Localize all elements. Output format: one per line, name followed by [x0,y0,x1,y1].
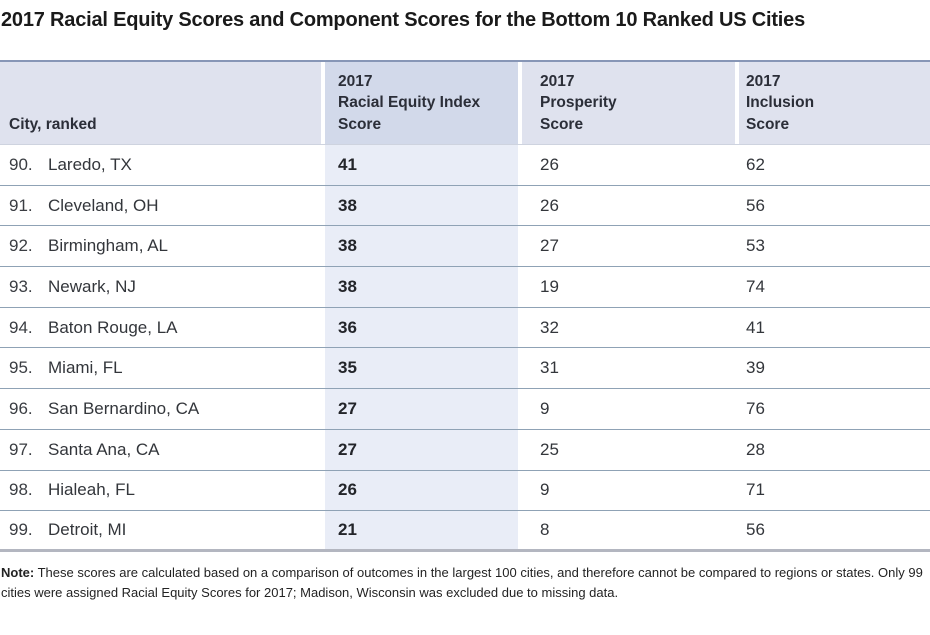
city-name: Detroit, MI [48,520,127,540]
footnote: Note: These scores are calculated based … [0,563,930,603]
city-name: Cleveland, OH [48,195,159,215]
table-row: 91. Cleveland, OH 38 26 56 [0,185,930,227]
city-name: Birmingham, AL [48,236,168,256]
prosperity-score-cell: 9 [518,389,735,429]
city-cell: 95. Miami, FL [0,348,321,388]
rank-value: 99. [9,520,33,540]
inclusion-score-cell: 28 [735,429,930,470]
figure: 2017 Racial Equity Scores and Component … [0,9,930,603]
city-name: San Bernardino, CA [48,398,200,418]
footnote-label: Note: [1,564,35,580]
prosperity-score-cell: 25 [518,429,735,470]
table-row: 96. San Bernardino, CA 27 9 76 [0,389,930,430]
city-cell: 99. Detroit, MI [0,511,321,549]
rank-value: 92. [9,236,33,256]
inclusion-score-cell: 56 [735,511,930,549]
table-row: 92. Birmingham, AL 38 27 53 [0,226,930,268]
city-name: Laredo, TX [48,154,132,174]
equity-scores-table: City, ranked 2017 Racial Equity Index Sc… [0,60,930,552]
rank-value: 96. [9,398,33,418]
rank-value: 91. [9,195,33,215]
city-name: Baton Rouge, LA [48,317,178,337]
inclusion-score-cell: 56 [735,185,930,226]
index-score-cell: 41 [321,145,518,185]
column-header-racial-equity-index: 2017 Racial Equity Index Score [321,62,518,144]
city-cell: 92. Birmingham, AL [0,226,321,266]
column-header-prosperity: 2017 Prosperity Score [518,62,735,144]
table-row: 90. Laredo, TX 41 26 62 [0,145,930,186]
index-score-cell: 35 [321,348,518,389]
prosperity-score-cell: 31 [518,348,735,389]
index-score-cell: 38 [321,185,518,226]
inclusion-score-cell: 62 [735,145,930,185]
rank-value: 95. [9,358,33,378]
city-cell: 98. Hialeah, FL [0,471,321,511]
prosperity-score-cell: 9 [518,470,735,511]
city-cell: 94. Baton Rouge, LA [0,308,321,348]
table-row: 99. Detroit, MI 21 8 56 [0,511,930,552]
table-row: 98. Hialeah, FL 26 9 71 [0,470,930,512]
city-name: Miami, FL [48,358,123,378]
city-cell: 96. San Bernardino, CA [0,389,321,429]
inclusion-score-cell: 39 [735,348,930,389]
inclusion-score-cell: 76 [735,389,930,429]
footnote-text: These scores are calculated based on a c… [1,564,923,601]
prosperity-score-cell: 26 [518,185,735,226]
table-row: 93. Newark, NJ 38 19 74 [0,267,930,308]
prosperity-score-cell: 32 [518,307,735,348]
index-score-cell: 26 [321,470,518,511]
rank-value: 90. [9,154,33,174]
city-cell: 93. Newark, NJ [0,267,321,307]
inclusion-score-cell: 71 [735,470,930,511]
city-cell: 90. Laredo, TX [0,145,321,185]
column-header-city: City, ranked [9,115,97,133]
index-score-cell: 36 [321,307,518,348]
table-row: 97. Santa Ana, CA 27 25 28 [0,429,930,471]
inclusion-score-cell: 74 [735,267,930,307]
index-score-cell: 27 [321,389,518,429]
inclusion-score-cell: 41 [735,307,930,348]
table-row: 94. Baton Rouge, LA 36 32 41 [0,307,930,349]
prosperity-score-cell: 19 [518,267,735,307]
figure-title: 2017 Racial Equity Scores and Component … [1,9,806,31]
rank-value: 93. [9,276,33,296]
city-cell: 91. Cleveland, OH [0,186,321,226]
column-header-inclusion: 2017 Inclusion Score [735,62,930,144]
index-score-cell: 38 [321,226,518,267]
city-cell: 97. Santa Ana, CA [0,430,321,470]
prosperity-score-cell: 8 [518,511,735,549]
inclusion-score-cell: 53 [735,226,930,267]
prosperity-score-cell: 27 [518,226,735,267]
index-score-cell: 21 [321,511,518,549]
rank-value: 97. [9,439,33,459]
city-name: Hialeah, FL [48,480,135,500]
prosperity-score-cell: 26 [518,145,735,185]
table-header-row: City, ranked 2017 Racial Equity Index Sc… [0,62,930,145]
city-name: Santa Ana, CA [48,439,160,459]
index-score-cell: 27 [321,429,518,470]
rank-value: 94. [9,317,33,337]
city-name: Newark, NJ [48,276,136,296]
table-row: 95. Miami, FL 35 31 39 [0,348,930,390]
rank-value: 98. [9,480,33,500]
index-score-cell: 38 [321,267,518,307]
